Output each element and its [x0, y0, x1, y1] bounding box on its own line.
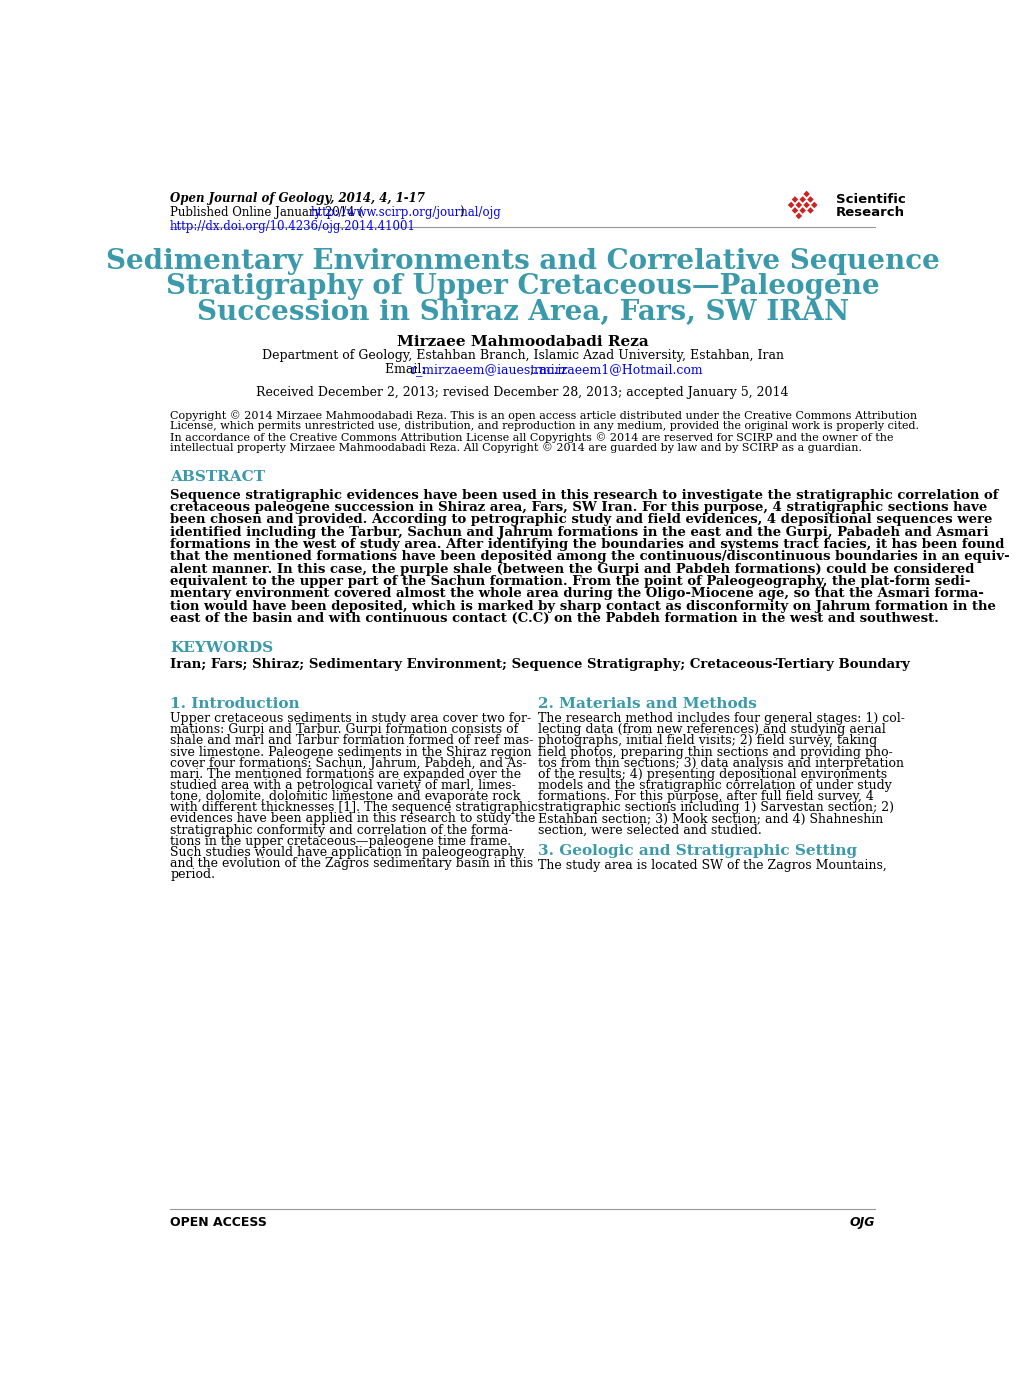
Text: stratigraphic sections including 1) Sarvestan section; 2): stratigraphic sections including 1) Sarv… [538, 801, 894, 814]
Text: tions in the upper cretaceous—paleogene time frame.: tions in the upper cretaceous—paleogene … [170, 835, 511, 848]
Text: alent manner. In this case, the purple shale (between the Gurpi and Pabdeh forma: alent manner. In this case, the purple s… [170, 563, 973, 576]
Text: OJG: OJG [849, 1217, 874, 1229]
Text: Mirzaee Mahmoodabadi Reza: Mirzaee Mahmoodabadi Reza [396, 335, 648, 349]
Text: Sequence stratigraphic evidences have been used in this research to investigate : Sequence stratigraphic evidences have be… [170, 489, 998, 502]
Text: Research: Research [835, 206, 904, 219]
Text: with different thicknesses [1]. The sequence stratigraphic: with different thicknesses [1]. The sequ… [170, 801, 538, 814]
Polygon shape [787, 202, 794, 208]
Polygon shape [806, 197, 813, 202]
Text: mari. The mentioned formations are expanded over the: mari. The mentioned formations are expan… [170, 768, 521, 781]
Text: cover four formations: Sachun, Jahrum, Pabdeh, and As-: cover four formations: Sachun, Jahrum, P… [170, 757, 526, 770]
Text: Such studies would have application in paleogeography: Such studies would have application in p… [170, 846, 524, 859]
Text: Open Journal of Geology, 2014, 4, 1-17: Open Journal of Geology, 2014, 4, 1-17 [170, 192, 425, 205]
Text: lecting data (from new references) and studying aerial: lecting data (from new references) and s… [538, 724, 886, 736]
Polygon shape [795, 213, 801, 219]
Text: Copyright © 2014 Mirzaee Mahmoodabadi Reza. This is an open access article distr: Copyright © 2014 Mirzaee Mahmoodabadi Re… [170, 410, 916, 421]
Text: Stratigraphy of Upper Cretaceous—Paleogene: Stratigraphy of Upper Cretaceous—Paleoge… [166, 273, 878, 300]
Text: east of the basin and with continuous contact (C.C) on the Pabdeh formation in t: east of the basin and with continuous co… [170, 612, 938, 626]
Text: of the results; 4) presenting depositional environments: of the results; 4) presenting deposition… [538, 768, 887, 781]
Polygon shape [803, 202, 809, 208]
Polygon shape [806, 208, 813, 213]
Text: ABSTRACT: ABSTRACT [170, 471, 265, 484]
Text: tion would have been deposited, which is marked by sharp contact as disconformit: tion would have been deposited, which is… [170, 599, 995, 613]
Text: Succession in Shiraz Area, Fars, SW IRAN: Succession in Shiraz Area, Fars, SW IRAN [197, 299, 848, 325]
Text: r_mirzaeem@iauest.ac.ir: r_mirzaeem@iauest.ac.ir [411, 363, 568, 376]
Polygon shape [791, 208, 798, 213]
Text: models and the stratigraphic correlation of under study: models and the stratigraphic correlation… [538, 779, 892, 792]
Text: Department of Geology, Estahban Branch, Islamic Azad University, Estahban, Iran: Department of Geology, Estahban Branch, … [262, 349, 783, 363]
Text: Published Online January 2014 (: Published Online January 2014 ( [170, 206, 363, 219]
Text: formations in the west of study area. After identifying the boundaries and syste: formations in the west of study area. Af… [170, 538, 1004, 551]
Text: Iran; Fars; Shiraz; Sedimentary Environment; Sequence Stratigraphy; Cretaceous-T: Iran; Fars; Shiraz; Sedimentary Environm… [170, 659, 909, 671]
Polygon shape [810, 202, 817, 208]
Text: shale and marl and Tarbur formation formed of reef mas-: shale and marl and Tarbur formation form… [170, 735, 533, 747]
Text: Upper cretaceous sediments in study area cover two for-: Upper cretaceous sediments in study area… [170, 711, 531, 725]
Text: intellectual property Mirzaee Mahmoodabadi Reza. All Copyright © 2014 are guarde: intellectual property Mirzaee Mahmoodaba… [170, 443, 861, 454]
Polygon shape [791, 197, 798, 202]
Polygon shape [795, 202, 801, 208]
Text: and the evolution of the Zagros sedimentary basin in this: and the evolution of the Zagros sediment… [170, 857, 533, 871]
Text: http://dx.doi.org/10.4236/ojg.2014.41001: http://dx.doi.org/10.4236/ojg.2014.41001 [170, 220, 416, 233]
Text: formations. For this purpose, after full field survey, 4: formations. For this purpose, after full… [538, 790, 873, 803]
Text: 2. Materials and Methods: 2. Materials and Methods [538, 696, 756, 710]
Text: that the mentioned formations have been deposited among the continuous/discontin: that the mentioned formations have been … [170, 551, 1009, 563]
Polygon shape [803, 191, 809, 198]
Text: section, were selected and studied.: section, were selected and studied. [538, 823, 761, 837]
Text: OPEN ACCESS: OPEN ACCESS [170, 1217, 267, 1229]
Text: 1. Introduction: 1. Introduction [170, 696, 300, 710]
Text: tos from thin sections; 3) data analysis and interpretation: tos from thin sections; 3) data analysis… [538, 757, 904, 770]
Text: http://www.scirp.org/journal/ojg: http://www.scirp.org/journal/ojg [310, 206, 500, 219]
Text: ): ) [459, 206, 464, 219]
Polygon shape [799, 197, 805, 202]
Text: mentary environment covered almost the whole area during the Oligo-Miocene age, : mentary environment covered almost the w… [170, 587, 983, 601]
Text: photographs, initial field visits; 2) field survey, taking: photographs, initial field visits; 2) fi… [538, 735, 876, 747]
Text: The research method includes four general stages: 1) col-: The research method includes four genera… [538, 711, 904, 725]
Text: sive limestone. Paleogene sediments in the Shiraz region: sive limestone. Paleogene sediments in t… [170, 746, 531, 758]
Text: Scientific: Scientific [835, 192, 905, 206]
Text: tone, dolomite, dolomitic limestone and evaporate rock: tone, dolomite, dolomitic limestone and … [170, 790, 520, 803]
Text: mations: Gurpi and Tarbur. Gurpi formation consists of: mations: Gurpi and Tarbur. Gurpi formati… [170, 724, 518, 736]
Text: equivalent to the upper part of the Sachun formation. From the point of Paleogeo: equivalent to the upper part of the Sach… [170, 574, 970, 588]
Text: Estahban section; 3) Mook section; and 4) Shahneshin: Estahban section; 3) Mook section; and 4… [538, 812, 882, 825]
Text: cretaceous paleogene succession in Shiraz area, Fars, SW Iran. For this purpose,: cretaceous paleogene succession in Shira… [170, 501, 986, 513]
Text: Email:: Email: [385, 363, 429, 376]
Text: The study area is located SW of the Zagros Mountains,: The study area is located SW of the Zagr… [538, 859, 887, 872]
Text: identified including the Tarbur, Sachun and Jahrum formations in the east and th: identified including the Tarbur, Sachun … [170, 526, 987, 538]
Text: evidences have been applied in this research to study the: evidences have been applied in this rese… [170, 812, 535, 825]
Text: rmirzaeem1@Hotmail.com: rmirzaeem1@Hotmail.com [534, 363, 703, 376]
Text: Sedimentary Environments and Correlative Sequence: Sedimentary Environments and Correlative… [106, 248, 938, 274]
Text: KEYWORDS: KEYWORDS [170, 641, 273, 655]
Text: period.: period. [170, 868, 215, 882]
Text: License, which permits unrestricted use, distribution, and reproduction in any m: License, which permits unrestricted use,… [170, 421, 918, 430]
Text: In accordance of the Creative Commons Attribution License all Copyrights © 2014 : In accordance of the Creative Commons At… [170, 432, 893, 443]
Text: ,: , [529, 363, 533, 376]
Text: 3. Geologic and Stratigraphic Setting: 3. Geologic and Stratigraphic Setting [538, 844, 857, 858]
Text: field photos, preparing thin sections and providing pho-: field photos, preparing thin sections an… [538, 746, 892, 758]
Text: stratigraphic conformity and correlation of the forma-: stratigraphic conformity and correlation… [170, 823, 513, 837]
Text: studied area with a petrological variety of marl, limes-: studied area with a petrological variety… [170, 779, 516, 792]
Text: Received December 2, 2013; revised December 28, 2013; accepted January 5, 2014: Received December 2, 2013; revised Decem… [256, 386, 789, 400]
Text: been chosen and provided. According to petrographic study and field evidences, 4: been chosen and provided. According to p… [170, 513, 991, 526]
Polygon shape [799, 208, 805, 213]
